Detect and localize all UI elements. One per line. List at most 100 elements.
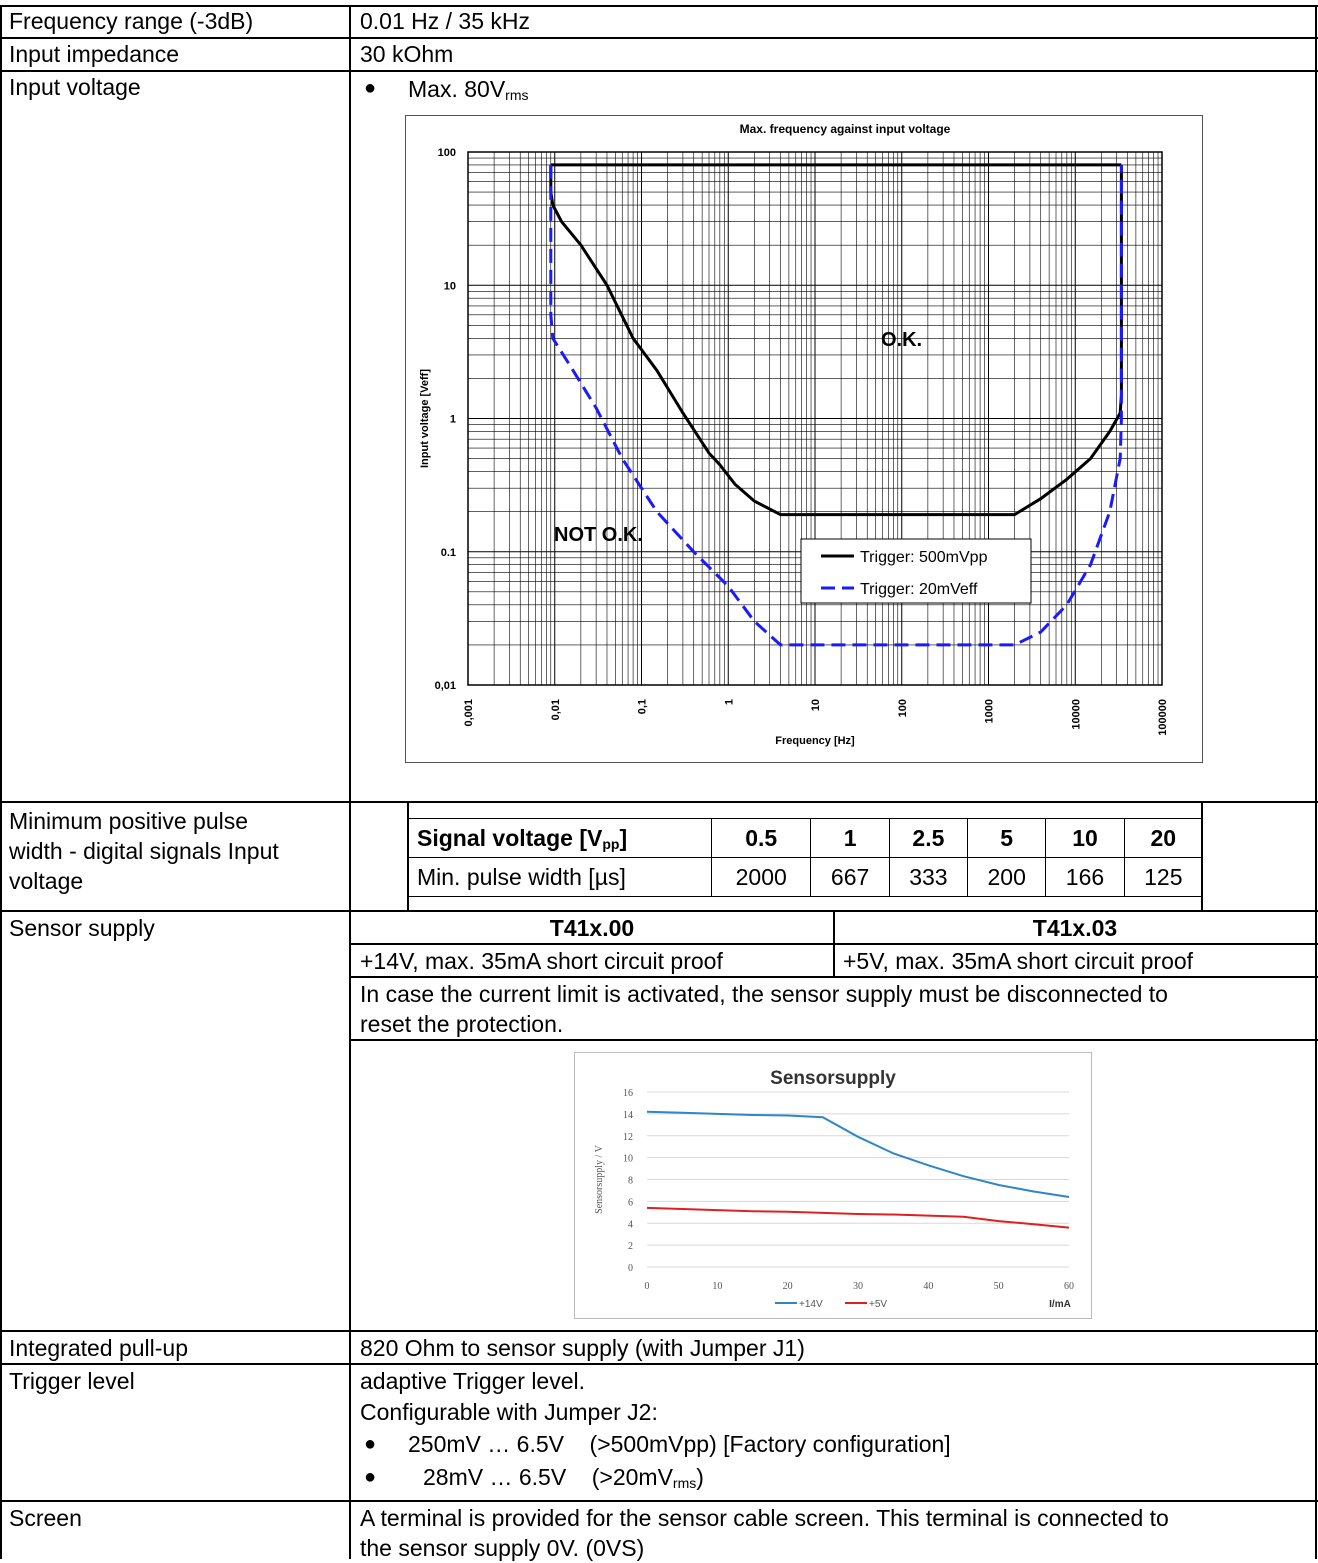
y-tick-label: 0.1 xyxy=(441,547,456,559)
y-axis-label: Input voltage [Veff] xyxy=(419,369,431,468)
pulse-voltage: 10 xyxy=(1045,818,1125,858)
bullet-icon: ● xyxy=(364,77,377,99)
trigger-bullet-2-sub: rms xyxy=(672,1475,697,1491)
pulse-voltage: 0.5 xyxy=(710,818,812,858)
bullet-icon: ● xyxy=(364,1466,377,1488)
x-axis-label: Frequency [Hz] xyxy=(775,735,855,747)
y-tick-label: 2 xyxy=(628,1241,633,1252)
row-label-pullup: Integrated pull-up xyxy=(9,1335,189,1361)
row-label-impedance: Input impedance xyxy=(9,41,180,67)
trigger-bullet-2-close: ) xyxy=(696,1464,704,1490)
y-tick-label: 4 xyxy=(628,1219,633,1230)
trigger-bullet-2: 28mV … 6.5V (>20mVrms) xyxy=(423,1462,704,1498)
legend-label: +14V xyxy=(799,1299,823,1310)
row-label-sensor-supply: Sensor supply xyxy=(9,915,155,941)
x-tick-label: 0,001 xyxy=(463,699,475,727)
row-label-frequency: Frequency range (-3dB) xyxy=(9,8,254,34)
legend-label: Trigger: 500mVpp xyxy=(860,549,988,566)
x-tick-label: 20 xyxy=(783,1281,793,1292)
row-label-input-voltage: Input voltage xyxy=(9,74,141,100)
legend-label: +5V xyxy=(869,1299,887,1310)
x-tick-label: 0 xyxy=(645,1281,650,1292)
x-tick-label: 10000 xyxy=(1070,699,1082,730)
y-axis-label: Sensorsupply / V xyxy=(594,1144,605,1213)
y-tick-label: 10 xyxy=(444,280,456,292)
x-tick-label: 30 xyxy=(853,1281,863,1292)
input-voltage-max: Max. 80Vrms xyxy=(408,74,528,110)
sensorsupply-chart-svg: Sensorsupply 0 2 4 6 8 10 12 14 16 0 10 20 30 40 50 60 Se… xyxy=(594,1068,1074,1310)
sensor-col2-title: T41x.03 xyxy=(1032,915,1118,941)
y-tick-label: 0,01 xyxy=(435,680,456,692)
pulse-row-label: Min. pulse width [µs] xyxy=(407,857,712,897)
series-line-1 xyxy=(646,1110,1070,1198)
screen-line-2: the sensor supply 0V. (0VS) xyxy=(360,1535,645,1561)
y-tick-label: 14 xyxy=(623,1110,633,1121)
y-tick-label: 12 xyxy=(623,1132,633,1143)
row-label-pulse-1: Minimum positive pulse xyxy=(9,808,249,834)
row-value-impedance: 30 kOhm xyxy=(360,41,454,67)
pulse-width: 667 xyxy=(810,857,890,897)
screen-line-1: A terminal is provided for the sensor ca… xyxy=(360,1505,1169,1531)
trigger-bullet-1: 250mV … 6.5V (>500mVpp) [Factory configu… xyxy=(408,1431,951,1457)
trigger-line-1: adaptive Trigger level. xyxy=(360,1368,586,1394)
legend-box xyxy=(800,538,1032,604)
x-tick-label: 1 xyxy=(723,699,735,705)
pulse-width: 166 xyxy=(1045,857,1125,897)
pulse-voltage: 1 xyxy=(810,818,890,858)
input-voltage-max-text: Max. 80V xyxy=(408,76,506,102)
sensor-col1-value: +14V, max. 35mA short circuit proof xyxy=(360,948,723,974)
sensor-col2-value: +5V, max. 35mA short circuit proof xyxy=(843,948,1194,974)
x-tick-label: 40 xyxy=(923,1281,933,1292)
x-tick-label: 0,01 xyxy=(550,699,562,720)
x-tick-label: 10 xyxy=(712,1281,722,1292)
pulse-voltage: 20 xyxy=(1123,818,1204,858)
pulse-header-label: Signal voltage [Vpp] xyxy=(407,818,712,858)
row-label-pulse-3: voltage xyxy=(9,868,84,894)
pulse-width: 2000 xyxy=(710,857,812,897)
y-tick-label: 16 xyxy=(623,1088,633,1099)
sensorsupply-chart: Sensorsupply 0 2 4 6 8 10 12 14 16 0 10 20 30 40 50 60 Se… xyxy=(574,1052,1092,1319)
y-tick-label: 6 xyxy=(628,1197,633,1208)
y-tick-label: 10 xyxy=(623,1154,633,1165)
x-tick-label: 10 xyxy=(810,699,822,711)
row-label-trigger: Trigger level xyxy=(9,1368,135,1394)
pulse-width: 333 xyxy=(888,857,969,897)
x-tick-label: 50 xyxy=(994,1281,1004,1292)
trigger-bullet-2-text: 28mV … 6.5V (>20mV xyxy=(423,1464,673,1490)
pulse-width-table: Signal voltage [Vpp] 0.5 1 2.5 5 10 20 M… xyxy=(407,818,1204,897)
x-tick-label: 100000 xyxy=(1157,699,1169,736)
pulse-voltage: 5 xyxy=(967,818,1047,858)
chart-title: Max. frequency against input voltage xyxy=(740,122,951,136)
pulse-header-close: ] xyxy=(619,824,628,851)
y-tick-label: 1 xyxy=(450,414,456,426)
sensor-note-line-1: In case the current limit is activated, … xyxy=(360,981,1168,1007)
sensor-col1-title: T41x.00 xyxy=(549,915,635,941)
x-tick-label: 60 xyxy=(1064,1281,1074,1292)
y-tick-label: 8 xyxy=(628,1176,633,1187)
x-tick-label: 0,1 xyxy=(637,699,649,714)
x-tick-label: 1000 xyxy=(984,699,996,723)
bullet-icon: ● xyxy=(364,1433,377,1455)
row-value-frequency: 0.01 Hz / 35 kHz xyxy=(360,8,531,34)
pulse-header-sub: pp xyxy=(602,835,620,852)
annotation-not-ok: NOT O.K. xyxy=(554,524,643,546)
pulse-width: 200 xyxy=(967,857,1047,897)
frequency-voltage-chart: Max. frequency against input voltage 100 1… xyxy=(405,115,1203,763)
plot-frame xyxy=(467,151,1163,686)
series-line-2 xyxy=(646,1206,1070,1229)
row-label-pulse-2: width - digital signals Input xyxy=(9,838,279,864)
legend-label: Trigger: 20mVeff xyxy=(860,581,978,598)
input-voltage-max-sub: rms xyxy=(505,87,529,103)
pulse-width: 125 xyxy=(1123,857,1204,897)
annotation-ok: O.K. xyxy=(881,329,922,351)
x-tick-label: 100 xyxy=(897,699,909,717)
pulse-voltage: 2.5 xyxy=(888,818,969,858)
series-line-2 xyxy=(549,164,1123,647)
trigger-line-2: Configurable with Jumper J2: xyxy=(360,1399,658,1425)
y-tick-label: 0 xyxy=(628,1263,633,1274)
x-axis-label: I/mA xyxy=(1049,1299,1071,1310)
y-tick-label: 100 xyxy=(438,147,456,159)
sensor-note-line-2: reset the protection. xyxy=(360,1011,564,1037)
chart-title: Sensorsupply xyxy=(770,1068,896,1089)
pulse-header-text: Signal voltage [V xyxy=(417,824,603,851)
